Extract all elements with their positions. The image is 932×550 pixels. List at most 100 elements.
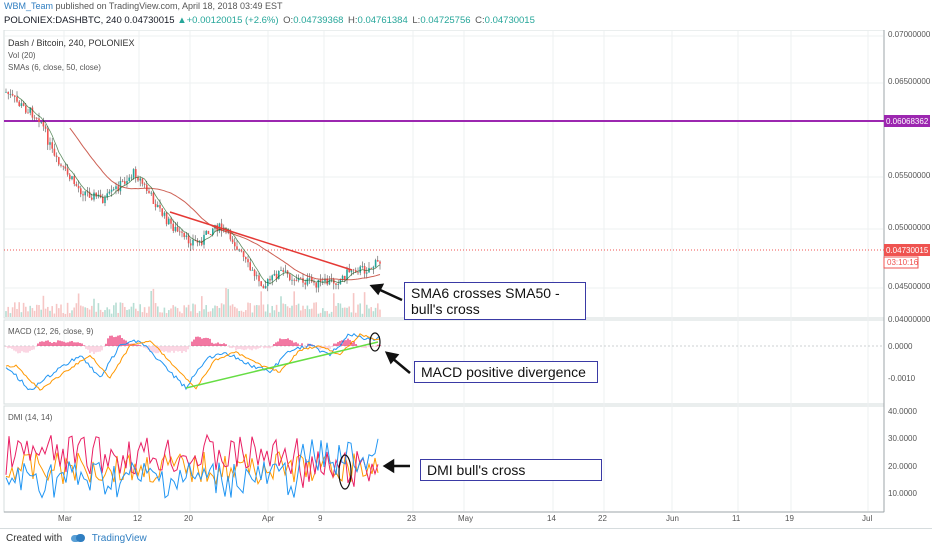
macd-hist-bar: [25, 346, 27, 353]
candle-body: [29, 107, 31, 113]
candle-body: [262, 285, 265, 289]
macd-hist-bar: [247, 346, 249, 349]
macd-hist-bar: [191, 341, 193, 346]
macd-hist-bar: [41, 341, 43, 346]
volume-bar: [350, 312, 353, 317]
chart-canvas[interactable]: Dash / Bitcoin, 240, POLONIEX Vol (20) S…: [0, 30, 932, 524]
arrow-head-icon: [384, 351, 400, 365]
volume-bar: [372, 311, 375, 317]
candle-body: [170, 218, 172, 224]
volume-bar: [102, 312, 104, 317]
macd-hist-bar: [51, 342, 53, 346]
volume-bar: [223, 304, 225, 317]
macd-hist-bar: [197, 336, 199, 346]
volume-bar: [238, 310, 240, 317]
macd-hist-bar: [91, 346, 93, 352]
macd-hist-bar: [37, 343, 39, 346]
macd-hist-bar: [71, 340, 73, 346]
volume-bar: [311, 308, 313, 317]
price-pane[interactable]: [3, 30, 885, 319]
macd-hist-bar: [165, 346, 167, 352]
macd-hist-bar: [297, 343, 299, 346]
candle-body: [58, 157, 60, 165]
macd-hist-bar: [121, 338, 123, 346]
candle-body: [130, 177, 133, 179]
tradingview-link[interactable]: TradingView: [91, 533, 147, 544]
macd-hist-bar: [9, 346, 11, 349]
candle-body: [7, 91, 9, 95]
macd-hist-bar: [161, 346, 163, 351]
macd-hist-bar: [283, 339, 285, 346]
volume-bar: [176, 308, 179, 317]
candle-body: [179, 231, 181, 233]
candle-body: [9, 93, 12, 95]
volume-bar: [58, 308, 60, 317]
macd-hist-bar: [285, 338, 287, 346]
sma50-line: [69, 127, 381, 281]
macd-hist-bar: [87, 346, 89, 350]
footer: Created with TradingView: [0, 528, 932, 550]
macd-hist-bar: [207, 338, 209, 346]
volume-bar: [99, 309, 102, 317]
volume-bar: [154, 303, 157, 317]
volume-bar: [344, 307, 346, 317]
macd-hist-bar: [83, 345, 85, 346]
candle-body: [20, 103, 23, 106]
author-link[interactable]: WBM_Team: [4, 1, 54, 11]
macd-hist-bar: [251, 346, 253, 351]
macd-hist-bar: [179, 346, 181, 352]
macd-hist-bar: [249, 346, 251, 350]
macd-hist-bar: [133, 343, 135, 346]
candle-body: [212, 228, 214, 235]
volume-bar: [71, 310, 73, 317]
macd-hist-bar: [305, 345, 307, 347]
macd-hist-bar: [169, 346, 171, 353]
macd-hist-bar: [241, 346, 243, 350]
macd-hist-bar: [187, 346, 189, 350]
macd-hist-bar: [103, 346, 105, 347]
macd-hist-bar: [329, 346, 331, 349]
candle-body: [295, 279, 298, 281]
macd-hist-bar: [141, 346, 143, 347]
volume-bar: [339, 303, 342, 317]
trendline-resistance[interactable]: [169, 211, 353, 271]
dmi-tick: 10.0000: [888, 489, 917, 498]
volume-bar: [60, 304, 62, 317]
tradingview-logo-icon: [70, 533, 85, 543]
candle-body: [181, 231, 183, 233]
macd-hist-bar: [279, 338, 281, 346]
volume-bar: [64, 313, 67, 317]
volume-bar: [333, 293, 335, 317]
candle-body: [73, 176, 75, 185]
volume-bar: [275, 304, 278, 317]
candle-body: [11, 93, 14, 96]
candle-body: [51, 142, 53, 149]
volume-bar: [346, 307, 348, 317]
macd-hist-bar: [235, 346, 237, 351]
macd-hist-bar: [201, 338, 203, 346]
volume-bar: [126, 309, 128, 317]
macd-hist-bar: [145, 346, 147, 349]
open-value: 0.04739368: [293, 15, 344, 26]
candle-body: [341, 275, 344, 280]
macd-hist-bar: [215, 343, 217, 346]
candle-body: [209, 234, 212, 235]
volume-bar: [214, 305, 216, 317]
macd-hist-bar: [69, 341, 71, 346]
volume-bar: [148, 306, 150, 317]
volume-bar: [150, 290, 152, 317]
macd-hist-bar: [11, 346, 13, 349]
candle-body: [64, 166, 67, 169]
candle-body: [132, 169, 135, 178]
divergence-line[interactable]: [185, 341, 379, 389]
macd-hist-bar: [259, 346, 261, 348]
macd-hist-bar: [35, 346, 37, 347]
volume-bar: [352, 293, 355, 317]
price-tick: 0.04000000: [888, 315, 931, 324]
candle-body: [16, 96, 18, 102]
macd-hist-bar: [369, 346, 371, 348]
volume-bar: [157, 306, 159, 317]
volume-bar: [185, 307, 188, 317]
macd-hist-bar: [111, 335, 113, 346]
volume-bar: [302, 305, 304, 317]
